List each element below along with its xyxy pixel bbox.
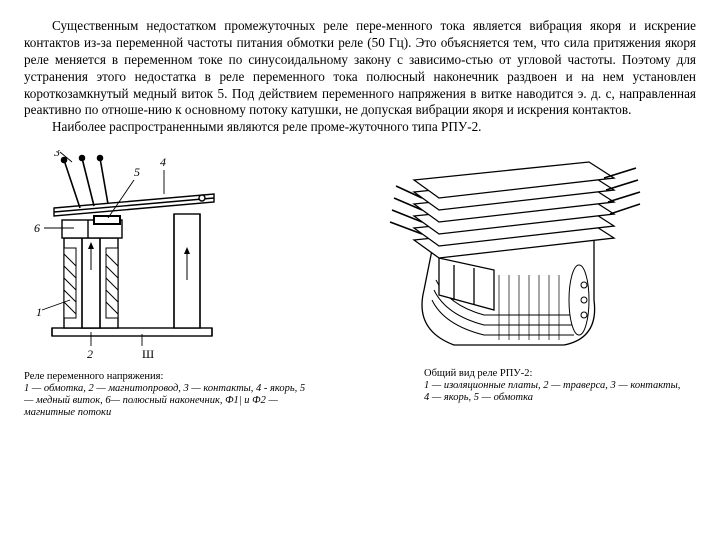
label-1: 1 [36, 305, 42, 319]
caption-left-title: Реле переменного напряжения: [24, 371, 163, 382]
paragraph-2: Наиболее распространенными являются реле… [24, 119, 696, 136]
caption-right-title: Общий вид реле РПУ-2: [424, 368, 532, 379]
label-2: 2 [87, 347, 93, 361]
label-4: 4 [160, 155, 166, 169]
caption-right: Общий вид реле РПУ-2: 1 — изоляционные п… [344, 368, 684, 404]
relay-ac-diagram: 1 2 3 4 5 6 Ш [24, 150, 244, 365]
caption-left: Реле переменного напряжения: 1 — обмотка… [24, 371, 314, 419]
label-5: 5 [134, 165, 140, 179]
figure-left: 1 2 3 4 5 6 Ш Реле переменного напряжени… [24, 150, 314, 419]
caption-left-body: 1 — обмотка, 2 — магнитопровод, 3 — конт… [24, 383, 305, 418]
figure-right: Общий вид реле РПУ-2: 1 — изоляционные п… [344, 150, 684, 419]
label-3: 3 [53, 150, 60, 159]
label-6: 6 [34, 221, 40, 235]
figures-row: 1 2 3 4 5 6 Ш Реле переменного напряжени… [24, 150, 696, 419]
svg-text:Ш: Ш [142, 347, 154, 361]
relay-rpu2-diagram [344, 150, 644, 360]
caption-right-body: 1 — изоляционные платы, 2 — траверса, 3 … [424, 380, 680, 403]
paragraph-1: Существенным недостатком промежуточных р… [24, 18, 696, 119]
